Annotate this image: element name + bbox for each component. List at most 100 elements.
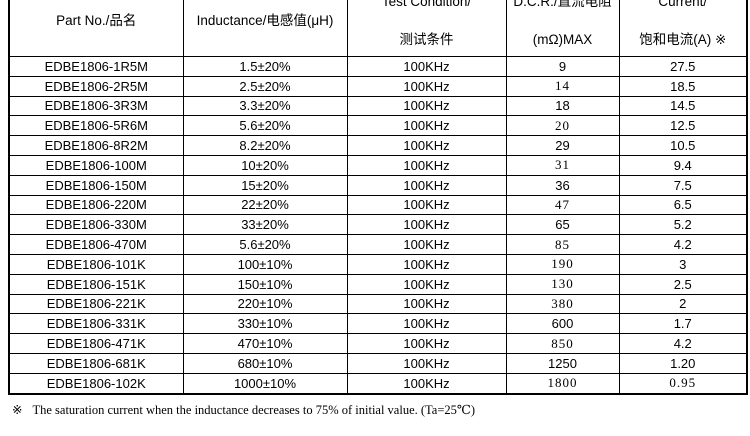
current-cell: 1.7 — [618, 313, 748, 335]
test-condition-cell: 100KHz — [346, 234, 507, 255]
footnote-text: The saturation current when the inductan… — [32, 403, 476, 417]
test-condition-cell: 100KHz — [346, 56, 507, 77]
current-cell: 10.5 — [618, 135, 748, 156]
inductance-cell: 470±10% — [182, 333, 348, 354]
table-row: EDBE1806-2R5M 2.5±20% 100KHz 14 18.5 — [8, 75, 748, 97]
table-row: EDBE1806-151K 150±10% 100KHz 130 2.5 — [8, 273, 748, 295]
inductance-cell: 2.5±20% — [182, 75, 348, 97]
part-no-cell: EDBE1806-330M — [8, 214, 184, 236]
inductance-cell: 10±20% — [182, 154, 348, 176]
part-no-cell: EDBE1806-151K — [8, 273, 184, 295]
current-cell: 18.5 — [618, 75, 748, 97]
inductance-cell: 330±10% — [182, 313, 348, 335]
test-condition-cell: 100KHz — [346, 273, 507, 295]
header-dcr-en: D.C.R./直流电阻 — [513, 0, 612, 9]
header-current-en: Current/ — [658, 0, 708, 9]
dcr-cell: 20 — [505, 115, 620, 137]
table-row: EDBE1806-1R5M 1.5±20% 100KHz 9 27.5 — [8, 56, 748, 77]
part-no-cell: EDBE1806-471K — [8, 333, 184, 354]
inductance-cell: 3.3±20% — [182, 95, 348, 117]
current-cell: 4.2 — [618, 333, 748, 354]
dcr-cell: 85 — [505, 234, 620, 255]
inductance-cell: 8.2±20% — [182, 135, 348, 156]
header-current: Current/ 饱和电流(A) ※ — [618, 0, 748, 57]
part-no-cell: EDBE1806-220M — [8, 194, 184, 216]
current-cell: 14.5 — [618, 95, 748, 117]
dcr-cell: 850 — [505, 333, 620, 354]
current-cell: 12.5 — [618, 115, 748, 137]
inductance-cell: 150±10% — [182, 273, 348, 295]
test-condition-cell: 100KHz — [346, 214, 507, 236]
dcr-cell: 130 — [505, 273, 620, 295]
current-cell: 3 — [618, 253, 748, 275]
part-no-cell: EDBE1806-102K — [8, 372, 184, 395]
inductance-cell: 680±10% — [182, 352, 348, 374]
table-header: Part No./品名 Inductance/电感值(μH) Test Cond… — [8, 0, 748, 57]
current-cell: 2 — [618, 293, 748, 315]
inductance-cell: 5.6±20% — [182, 234, 348, 255]
table-row: EDBE1806-8R2M 8.2±20% 100KHz 29 10.5 — [8, 135, 748, 156]
saturation-footnote: ※ The saturation current when the induct… — [12, 402, 475, 418]
part-no-cell: EDBE1806-5R6M — [8, 115, 184, 137]
dcr-cell: 190 — [505, 253, 620, 275]
header-dcr-unit: (mΩ)MAX — [532, 32, 593, 47]
part-no-cell: EDBE1806-2R5M — [8, 75, 184, 97]
header-part-no-label: Part No./品名 — [56, 13, 137, 28]
test-condition-cell: 100KHz — [346, 293, 507, 315]
inductance-cell: 1000±10% — [182, 372, 348, 395]
header-part-no: Part No./品名 — [8, 0, 184, 57]
header-test-condition-en: Test Condition/ — [381, 0, 472, 9]
test-condition-cell: 100KHz — [346, 194, 507, 216]
current-cell: 2.5 — [618, 273, 748, 295]
table-row: EDBE1806-330M 33±20% 100KHz 65 5.2 — [8, 214, 748, 236]
inductor-spec-table: Part No./品名 Inductance/电感值(μH) Test Cond… — [8, 0, 748, 395]
footnote-marker: ※ — [12, 403, 23, 417]
dcr-cell: 36 — [505, 174, 620, 196]
test-condition-cell: 100KHz — [346, 333, 507, 354]
header-row: Part No./品名 Inductance/电感值(μH) Test Cond… — [8, 0, 748, 57]
part-no-cell: EDBE1806-150M — [8, 174, 184, 196]
part-no-cell: EDBE1806-8R2M — [8, 135, 184, 156]
dcr-cell: 29 — [505, 135, 620, 156]
inductance-cell: 220±10% — [182, 293, 348, 315]
dcr-cell: 9 — [505, 56, 620, 77]
inductance-cell: 22±20% — [182, 194, 348, 216]
header-test-condition-cn: 测试条件 — [399, 32, 454, 47]
table-row: EDBE1806-3R3M 3.3±20% 100KHz 18 14.5 — [8, 95, 748, 117]
test-condition-cell: 100KHz — [346, 372, 507, 395]
header-dcr: D.C.R./直流电阻 (mΩ)MAX — [505, 0, 620, 57]
dcr-cell: 1800 — [505, 372, 620, 395]
dcr-cell: 380 — [505, 293, 620, 315]
part-no-cell: EDBE1806-470M — [8, 234, 184, 255]
table-row: EDBE1806-100M 10±20% 100KHz 31 9.4 — [8, 154, 748, 176]
current-cell: 0.95 — [618, 372, 748, 395]
table-row: EDBE1806-102K 1000±10% 100KHz 1800 0.95 — [8, 372, 748, 395]
test-condition-cell: 100KHz — [346, 352, 507, 374]
inductance-cell: 15±20% — [182, 174, 348, 196]
table-row: EDBE1806-331K 330±10% 100KHz 600 1.7 — [8, 313, 748, 335]
dcr-cell: 31 — [505, 154, 620, 176]
header-inductance: Inductance/电感值(μH) — [182, 0, 348, 57]
part-no-cell: EDBE1806-681K — [8, 352, 184, 374]
table-row: EDBE1806-681K 680±10% 100KHz 1250 1.20 — [8, 352, 748, 374]
part-no-cell: EDBE1806-101K — [8, 253, 184, 275]
part-no-cell: EDBE1806-331K — [8, 313, 184, 335]
current-cell: 27.5 — [618, 56, 748, 77]
table-body: EDBE1806-1R5M 1.5±20% 100KHz 9 27.5 EDBE1806-… — [8, 56, 748, 395]
table-row: EDBE1806-101K 100±10% 100KHz 190 3 — [8, 253, 748, 275]
dcr-cell: 1250 — [505, 352, 620, 374]
table-row: EDBE1806-470M 5.6±20% 100KHz 85 4.2 — [8, 234, 748, 255]
current-cell: 7.5 — [618, 174, 748, 196]
current-cell: 4.2 — [618, 234, 748, 255]
test-condition-cell: 100KHz — [346, 135, 507, 156]
header-test-condition: Test Condition/ 测试条件 — [346, 0, 507, 57]
part-no-cell: EDBE1806-3R3M — [8, 95, 184, 117]
dcr-cell: 47 — [505, 194, 620, 216]
table-row: EDBE1806-150M 15±20% 100KHz 36 7.5 — [8, 174, 748, 196]
table-row: EDBE1806-221K 220±10% 100KHz 380 2 — [8, 293, 748, 315]
test-condition-cell: 100KHz — [346, 115, 507, 137]
test-condition-cell: 100KHz — [346, 253, 507, 275]
test-condition-cell: 100KHz — [346, 313, 507, 335]
inductance-cell: 33±20% — [182, 214, 348, 236]
header-current-cn: 饱和电流(A) ※ — [639, 32, 727, 47]
